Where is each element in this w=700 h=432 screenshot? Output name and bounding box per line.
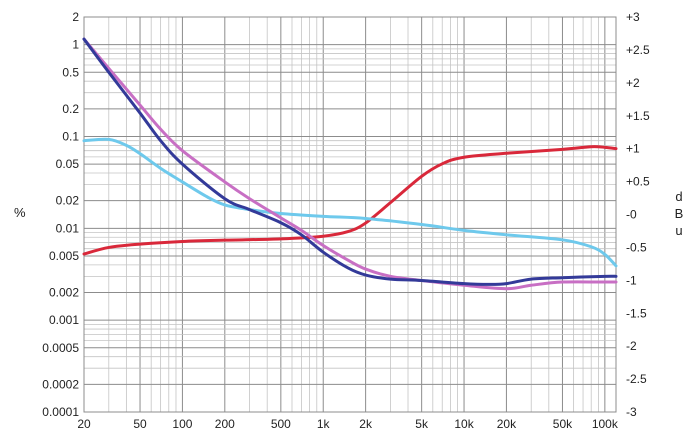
y-right-ticks: +3 +2.5 +2 +1.5 +1 +0.5 -0 -0.5 -1 -1.5 -2 -2.5 -3 [626,10,650,419]
y-right-tick-label: +2.5 [626,43,650,57]
x-tick-label: 50k [553,417,573,431]
y-left-tick-label: 0.001 [49,313,79,327]
y-right-tick-label: -0.5 [626,240,647,254]
series-line-3 [82,37,618,286]
y-right-tick-label: +2 [626,76,640,90]
y-left-tick-label: 0.0001 [42,405,79,419]
y-left-axis-label: % [14,205,26,220]
y-right-axis-label-d: d [675,189,682,204]
x-axis-ticks: 20 50 100 200 500 1k 2k 5k 10k 20k 50k 100k [77,417,619,431]
y-left-tick-label: 0.01 [56,221,80,235]
y-right-tick-label: -1.5 [626,306,647,320]
y-left-tick-label: 0.005 [49,249,79,263]
y-left-tick-label: 0.02 [56,194,80,208]
y-left-tick-label: 2 [72,10,79,24]
x-tick-label: 1k [317,417,331,431]
plot-frame [83,16,617,413]
y-right-tick-label: -3 [626,405,637,419]
y-right-tick-label: -0 [626,208,637,222]
x-tick-label: 2k [359,417,373,431]
y-left-ticks: 2 1 0.5 0.2 0.1 0.05 0.02 0.01 0.005 0.002 0.001 0.… [42,10,79,419]
y-left-tick-label: 0.0002 [42,377,79,391]
y-left-tick-label: 0.05 [56,157,80,171]
y-right-tick-label: +0.5 [626,175,650,189]
x-tick-label: 500 [271,417,291,431]
y-right-axis-label-b: B [675,206,684,221]
y-left-tick-label: 0.5 [62,65,79,79]
y-left-tick-label: 0.002 [49,286,79,300]
x-tick-label: 20 [77,417,91,431]
y-left-tick-label: 0.0005 [42,341,79,355]
series-group [82,37,618,291]
x-tick-label: 10k [454,417,474,431]
x-tick-label: 20k [497,417,517,431]
y-left-tick-label: 0.2 [62,102,79,116]
y-left-tick-label: 1 [72,38,79,52]
grid [83,16,617,413]
y-left-tick-label: 0.1 [62,129,79,143]
x-tick-label: 200 [215,417,235,431]
x-tick-label: 100k [592,417,619,431]
x-tick-label: 50 [133,417,147,431]
y-right-tick-label: +3 [626,10,640,24]
y-right-tick-label: -2 [626,339,637,353]
x-tick-label: 100 [172,417,192,431]
y-right-tick-label: -1 [626,273,637,287]
series-line-2 [82,37,618,291]
y-right-tick-label: +1.5 [626,109,650,123]
series-line-1 [82,137,618,268]
x-tick-label: 5k [415,417,429,431]
y-right-tick-label: -2.5 [626,372,647,386]
series-line-0 [82,145,618,256]
y-right-axis-label-u: u [675,223,682,238]
y-right-tick-label: +1 [626,142,640,156]
